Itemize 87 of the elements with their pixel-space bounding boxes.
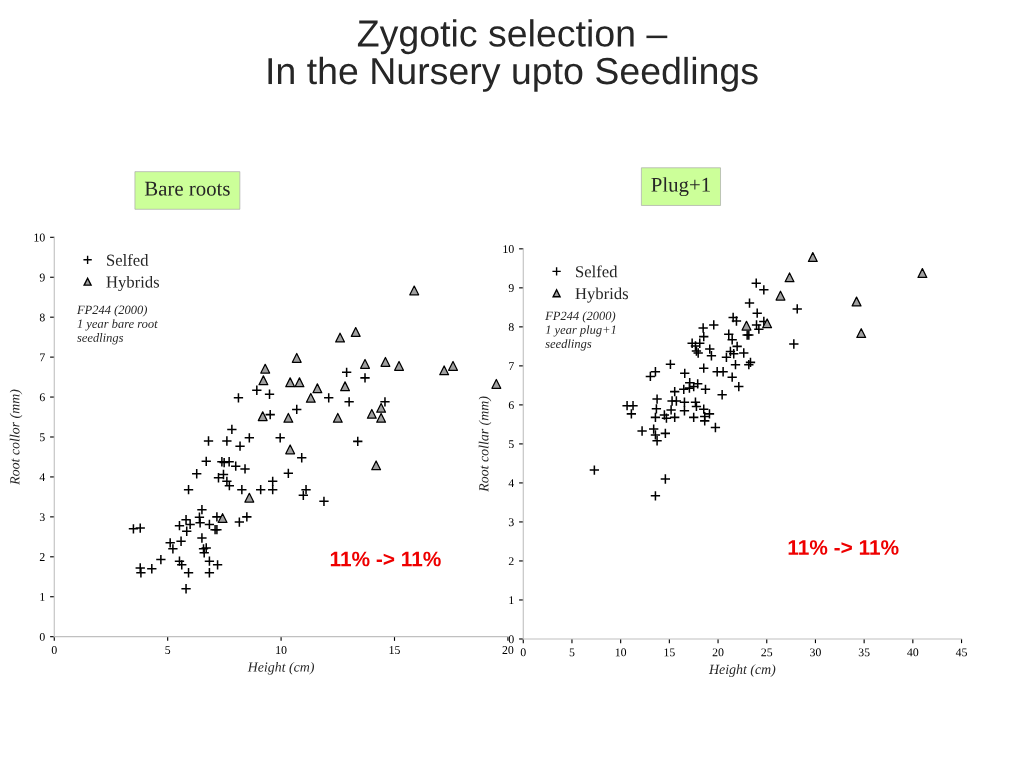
point	[851, 296, 862, 307]
point	[312, 383, 323, 394]
y-axis-title: Root collar (mm)	[478, 396, 492, 492]
point	[285, 377, 296, 388]
point	[807, 252, 818, 263]
x-tick-label: 10	[276, 646, 287, 655]
y-tick-label: 0	[39, 632, 45, 641]
legend-label: Hybrids	[575, 287, 629, 303]
y-tick-label: 1	[509, 596, 514, 605]
x-tick-label: 45	[955, 648, 967, 657]
x-axis-title: Height (cm)	[708, 664, 776, 677]
y-tick-label: 7	[509, 362, 514, 370]
point	[376, 402, 387, 413]
y-tick-label: 8	[39, 313, 45, 322]
point	[447, 360, 459, 371]
y-tick-label: 4	[508, 479, 515, 488]
y-axis-title: Root collor (mm)	[9, 389, 23, 485]
point	[376, 412, 387, 423]
point	[491, 378, 502, 389]
y-tick-label: 3	[508, 518, 514, 527]
y-tick-label: 7	[40, 353, 45, 362]
x-tick-label: 20	[502, 646, 514, 655]
y-tick-label: 3	[39, 513, 45, 522]
y-tick-label: 6	[39, 393, 45, 402]
point	[359, 358, 371, 369]
y-tick-label: 2	[508, 557, 514, 566]
chart-subtitle: Plug+1	[651, 177, 710, 197]
x-tick-label: 0	[520, 648, 526, 657]
point	[762, 318, 773, 329]
chart-title: Zygotic selection – In the Nursery upto Seedlings	[268, 19, 758, 92]
point	[335, 332, 346, 343]
x-tick-label: 25	[761, 648, 773, 657]
point	[394, 360, 405, 371]
y-tick-label: 5	[509, 440, 514, 449]
x-tick-label: 15	[664, 648, 675, 657]
x-tick-label: 5	[165, 646, 171, 655]
x-tick-label: 10	[615, 648, 627, 657]
y-tick-label: 2	[39, 553, 45, 561]
y-tick-label: 5	[40, 433, 45, 442]
point	[283, 412, 294, 423]
point	[217, 513, 228, 524]
y-tick-label: 9	[508, 284, 514, 293]
x-tick-label: 5	[569, 648, 575, 657]
x-tick-label: 20	[712, 648, 724, 657]
y-tick-label: 8	[508, 323, 514, 332]
point	[257, 411, 268, 422]
chart-subtitle: Bare roots	[144, 181, 230, 196]
y-tick-label: 4	[39, 473, 46, 482]
point	[380, 356, 391, 367]
x-tick-label: 15	[389, 646, 400, 655]
legend-label: Selfed	[576, 265, 618, 278]
point	[366, 408, 377, 419]
legend-label: Selfed	[107, 253, 149, 266]
annotation: FP244 (2000) 1 year bare root seedlings	[76, 305, 158, 345]
point	[371, 460, 382, 471]
point	[917, 268, 928, 279]
point	[741, 320, 752, 331]
point	[291, 352, 302, 363]
y-tick-label: 6	[508, 401, 514, 410]
point	[332, 412, 343, 423]
x-tick-label: 40	[907, 648, 919, 657]
annotation: FP244 (2000) 1 year plug+1 seedlings	[545, 311, 616, 351]
x-tick-label: 0	[51, 646, 57, 655]
point	[439, 365, 450, 376]
point	[784, 272, 795, 283]
point	[258, 375, 269, 386]
y-tick-label: 9	[39, 273, 45, 282]
y-tick-label: 1	[40, 593, 45, 601]
x-tick-label: 30	[810, 648, 821, 657]
point	[340, 381, 351, 392]
point	[294, 377, 305, 388]
y-tick-label: 0	[508, 635, 514, 644]
annotation: 11% -> 11%	[330, 551, 441, 567]
x-tick-label: 35	[858, 648, 870, 657]
point	[775, 290, 786, 301]
x-axis-title: Height (cm)	[247, 661, 315, 675]
annotation: 11% -> 11%	[788, 540, 899, 555]
point	[409, 285, 420, 296]
y-tick-label: 10	[503, 245, 514, 254]
point	[260, 363, 271, 374]
point	[305, 392, 316, 403]
point	[285, 444, 296, 455]
point	[244, 492, 255, 503]
point	[856, 328, 867, 339]
legend-label: Hybrids	[106, 275, 160, 292]
point	[350, 326, 361, 337]
y-tick-label: 10	[34, 233, 45, 242]
